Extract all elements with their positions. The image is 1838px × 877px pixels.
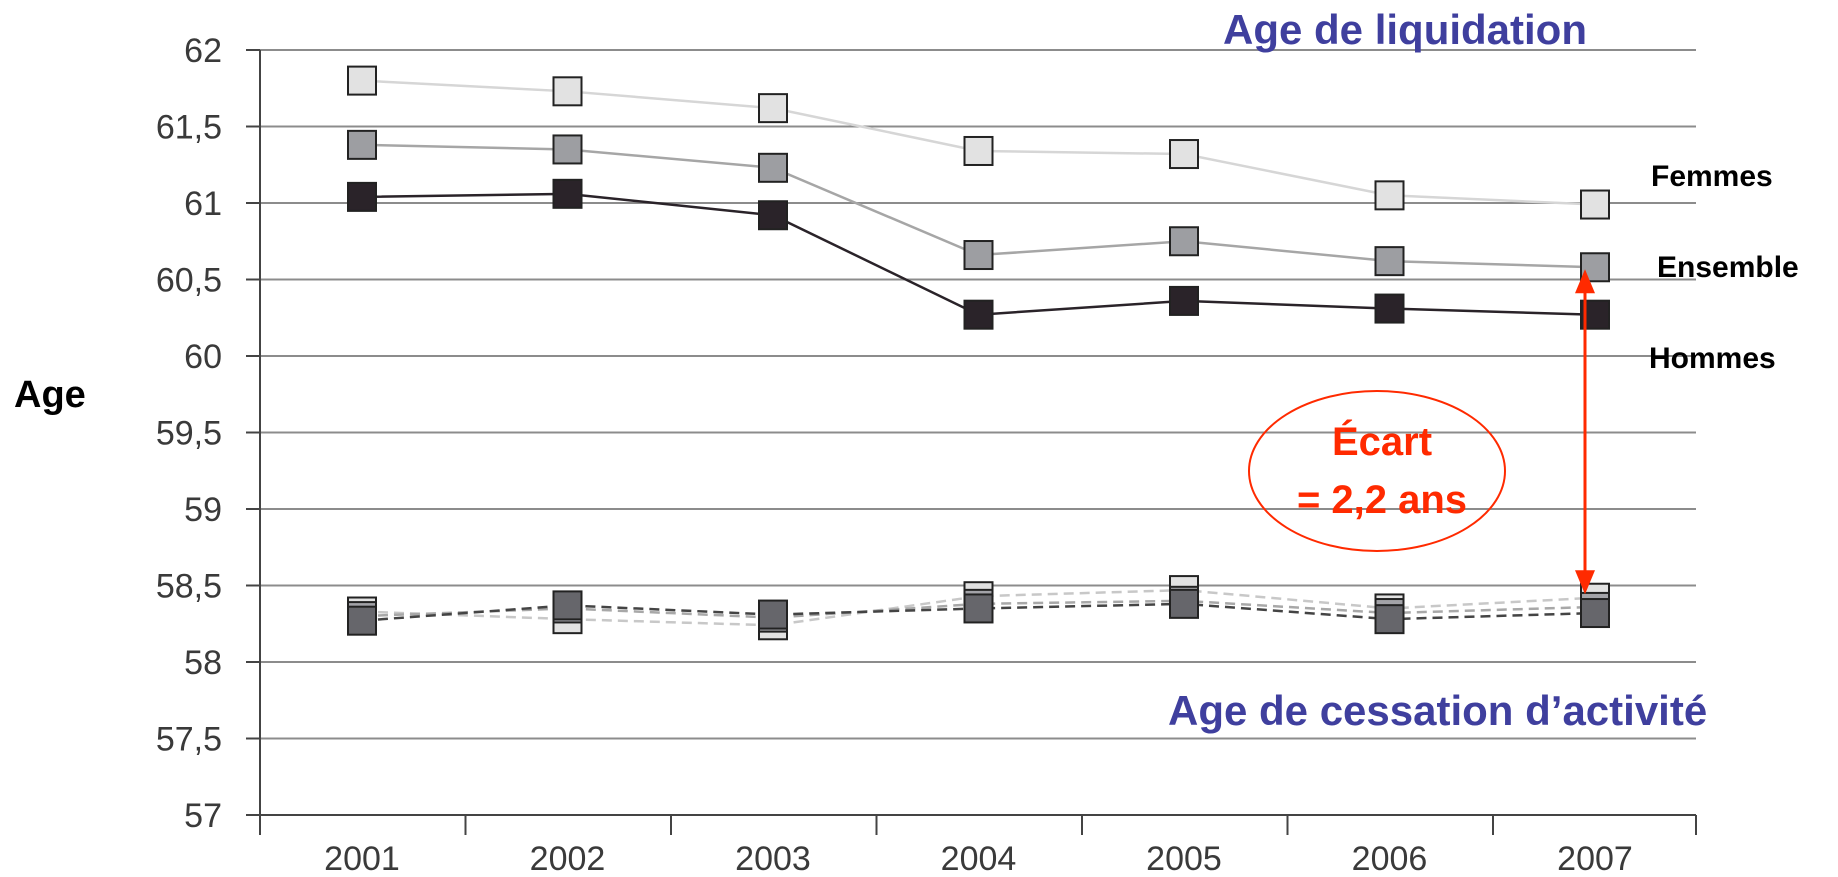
marker-liquidation-ensemble: [347, 129, 377, 160]
y-tick-label: 61,5: [156, 109, 222, 147]
gap-ellipse: [1248, 390, 1506, 552]
x-tick-label: 2007: [1557, 840, 1633, 877]
x-tick-label: 2006: [1352, 840, 1428, 877]
gap-arrow-head-bottom: [1575, 570, 1595, 595]
marker-liquidation-femmes: [552, 76, 583, 107]
x-tick-label: 2003: [735, 840, 811, 877]
group-label-liquidation: Age de liquidation: [1223, 6, 1587, 53]
group-label-cessation: Age de cessation d’activité: [1168, 687, 1707, 734]
marker-liquidation-ensemble: [552, 134, 583, 165]
marker-liquidation-ensemble: [963, 240, 994, 271]
x-tick-label: 2004: [941, 840, 1017, 877]
y-tick-labels: 57 57,5 58 58,5 59 59,5 60 60,5 61 61,5 62: [156, 32, 222, 835]
series-label-hommes: Hommes: [1649, 342, 1776, 375]
marker-liquidation-femmes: [1580, 189, 1610, 220]
y-tick-label: 58,5: [156, 568, 222, 606]
y-tick-label: 60: [184, 338, 222, 376]
y-axis-title: Age: [14, 374, 86, 416]
marker-liquidation-femmes: [758, 93, 788, 124]
gap-annotation: Écart = 2,2 ans: [1248, 269, 1595, 595]
marker-cessation-hommes: [758, 599, 788, 630]
marker-liquidation-femmes: [963, 135, 994, 166]
marker-cessation-hommes: [963, 593, 994, 624]
marker-cessation-hommes: [552, 590, 583, 621]
marker-liquidation-ensemble: [1374, 246, 1405, 277]
y-tick-label: 57: [184, 797, 222, 835]
marker-cessation-hommes: [1169, 588, 1199, 619]
marker-liquidation-femmes: [1169, 139, 1199, 170]
marker-liquidation-hommes: [758, 200, 788, 231]
marker-cessation-hommes: [1580, 598, 1610, 629]
y-tick-label: 59,5: [156, 415, 222, 453]
y-tick-label: 58: [184, 644, 222, 682]
marker-liquidation-ensemble: [758, 152, 788, 183]
x-tick-labels: 2001 2002 2003 2004 2005 2006 2007: [324, 840, 1633, 877]
marker-cessation-hommes: [347, 605, 377, 636]
series-markers: [347, 65, 1610, 641]
marker-liquidation-hommes: [552, 178, 583, 209]
marker-cessation-hommes: [1374, 604, 1405, 635]
series-label-ensemble: Ensemble: [1657, 251, 1799, 284]
x-tick-label: 2005: [1146, 840, 1222, 877]
series-label-femmes: Femmes: [1651, 160, 1773, 193]
marker-liquidation-hommes: [347, 181, 377, 212]
y-tick-label: 62: [184, 32, 222, 70]
x-tick-label: 2001: [324, 840, 400, 877]
gap-label-line2: = 2,2 ans: [1297, 478, 1467, 522]
marker-liquidation-hommes: [1169, 285, 1199, 316]
marker-liquidation-femmes: [347, 65, 377, 96]
gap-label-line1: Écart: [1332, 419, 1432, 464]
marker-liquidation-ensemble: [1169, 226, 1199, 257]
marker-liquidation-femmes: [1374, 180, 1405, 211]
x-tick-label: 2002: [530, 840, 606, 877]
y-tick-label: 61: [184, 185, 222, 223]
y-tick-label: 57,5: [156, 721, 222, 759]
axes: [259, 50, 1696, 816]
marker-liquidation-hommes: [1374, 293, 1405, 324]
y-tick-label: 59: [184, 491, 222, 529]
y-tick-label: 60,5: [156, 262, 222, 300]
marker-liquidation-hommes: [963, 299, 994, 330]
gap-arrow-head-top: [1575, 269, 1595, 294]
